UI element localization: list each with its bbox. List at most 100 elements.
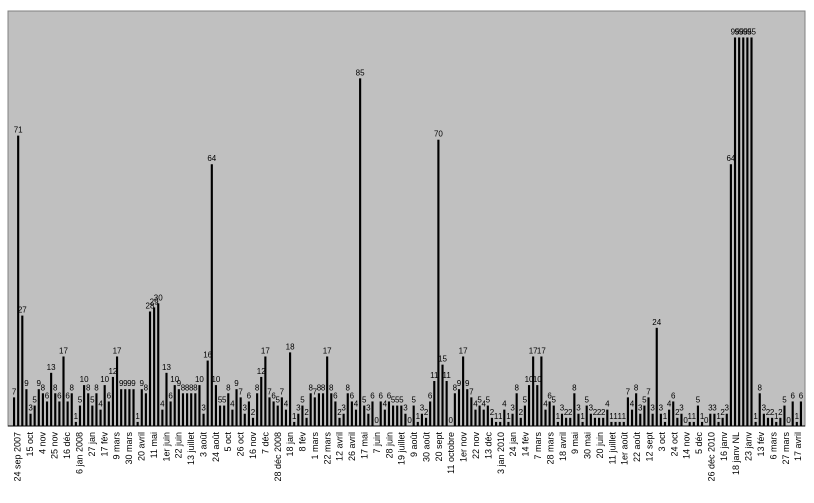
data-label: 0 [407,416,412,425]
data-label: 17 [459,346,468,355]
data-label: 8 [514,383,519,392]
bar [527,385,531,426]
bar [396,405,399,426]
data-label: 0 [786,416,791,425]
bar [260,376,263,426]
x-tick-label: 22 nov [471,432,481,460]
bar [610,421,613,426]
bar [17,135,20,427]
data-label: 1 [135,412,140,421]
data-label: 3 [712,404,717,413]
x-tick-label: 24 jan [508,432,518,457]
bar [256,393,259,426]
bar [91,405,94,426]
data-label: 5 [32,396,37,405]
bar [313,397,316,426]
data-label: 4 [230,400,235,409]
bar [148,311,152,426]
data-label: 6 [378,391,383,400]
bar [635,393,638,426]
data-label: 8 [181,383,186,392]
bar [37,389,40,426]
x-tick-label: 26 avril [347,432,357,461]
data-label: 17 [59,346,68,355]
data-label: 1 [753,412,758,421]
bar [466,389,469,426]
x-tick-label: 13 fév [756,432,766,457]
bar [552,405,555,426]
data-label: 17 [529,346,538,355]
data-label: 28 [146,301,155,310]
data-label: 85 [356,68,365,77]
data-label: 30 [154,293,163,302]
bar [198,385,201,426]
data-label: 2 [766,408,771,417]
data-label: 6 [547,391,552,400]
data-label: 9 [24,379,29,388]
x-tick-label: 28 déc 2008 [273,432,283,482]
bar [758,393,761,426]
data-label: 1 [498,412,503,421]
data-label: 1 [556,412,561,421]
bar [585,405,588,426]
bar [536,385,539,426]
bar [128,389,131,426]
x-tick-label: 4 nov [37,432,47,455]
data-label: 2 [337,408,342,417]
x-tick-label: 16 nov [248,432,258,460]
bar [363,405,366,426]
bar [301,405,304,426]
bar [21,315,24,426]
x-tick-label: 18 janv NL [731,432,741,475]
bar [523,405,526,426]
data-label: 1 [716,412,721,421]
data-label: 2 [251,408,256,417]
x-tick-label: 1er nov [459,432,469,463]
x-tick-label: 3 jan 2010 [496,432,506,474]
data-label: 8 [572,383,577,392]
data-label: 5 [584,396,589,405]
bar [630,409,634,426]
bar [144,393,147,426]
data-label: 11 [430,371,439,380]
x-tick-label: 1er juin [161,432,171,462]
data-label: 1 [663,412,668,421]
data-label: 8 [308,383,313,392]
bar [326,356,329,426]
data-label: 3 [576,404,581,413]
data-label: 9 [177,379,182,388]
bar [540,356,543,426]
bar [709,413,712,426]
bar [490,417,494,426]
data-label: 9 [37,379,42,388]
data-label: 1 [416,412,421,421]
x-tick-label: 30 mai [583,432,593,459]
bar [738,37,741,426]
bar [519,417,522,426]
data-label: 13 [47,363,56,372]
data-label: 3 [366,404,371,413]
data-label: 24 [652,318,661,327]
data-label: 0 [704,416,709,425]
bar [309,393,312,426]
bar [157,303,160,426]
bar [668,409,671,426]
data-label: 10 [170,375,179,384]
data-label: 2 [424,408,429,417]
x-tick-label: 8 fév [298,432,308,452]
data-label: 2 [564,408,569,417]
bar [532,356,535,426]
data-label: 3 [708,404,713,413]
bar [762,413,765,426]
bar [589,413,592,426]
data-label: 4 [284,400,289,409]
data-label: 1 [692,412,697,421]
data-label: 2 [568,408,573,417]
bar [799,401,803,426]
data-label: 6 [271,391,276,400]
bar [33,405,36,426]
data-label: 12 [257,367,266,376]
data-label: 5 [523,396,528,405]
bar [268,397,271,426]
